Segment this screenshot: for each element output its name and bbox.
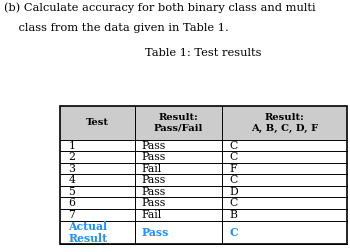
- Text: Fail: Fail: [142, 164, 162, 174]
- Text: C: C: [229, 152, 238, 162]
- Bar: [60, 106, 346, 244]
- Text: Test: Test: [86, 118, 108, 127]
- Text: Pass: Pass: [142, 227, 169, 238]
- Text: Result:
Pass/Fail: Result: Pass/Fail: [154, 113, 203, 133]
- Text: Pass: Pass: [142, 198, 166, 208]
- Text: Table 1: Test results: Table 1: Test results: [145, 48, 261, 58]
- Text: Result:
A, B, C, D, F: Result: A, B, C, D, F: [251, 113, 318, 133]
- Text: Actual
Result: Actual Result: [68, 221, 107, 244]
- Text: 1: 1: [68, 141, 75, 151]
- Text: 4: 4: [68, 175, 75, 185]
- Text: C: C: [229, 175, 238, 185]
- Text: D: D: [229, 187, 238, 197]
- Text: Pass: Pass: [142, 187, 166, 197]
- Text: C: C: [229, 227, 238, 238]
- Text: F: F: [229, 164, 237, 174]
- Text: B: B: [229, 210, 237, 220]
- Text: 5: 5: [68, 187, 75, 197]
- Text: (b) Calculate accuracy for both binary class and multi: (b) Calculate accuracy for both binary c…: [4, 3, 315, 13]
- Text: Pass: Pass: [142, 175, 166, 185]
- Text: C: C: [229, 198, 238, 208]
- Text: 6: 6: [68, 198, 75, 208]
- Text: 3: 3: [68, 164, 75, 174]
- Text: 2: 2: [68, 152, 75, 162]
- Bar: [60, 106, 346, 140]
- Text: 7: 7: [68, 210, 75, 220]
- Text: class from the data given in Table 1.: class from the data given in Table 1.: [4, 23, 228, 33]
- Text: Pass: Pass: [142, 141, 166, 151]
- Text: Pass: Pass: [142, 152, 166, 162]
- Text: Fail: Fail: [142, 210, 162, 220]
- Text: C: C: [229, 141, 238, 151]
